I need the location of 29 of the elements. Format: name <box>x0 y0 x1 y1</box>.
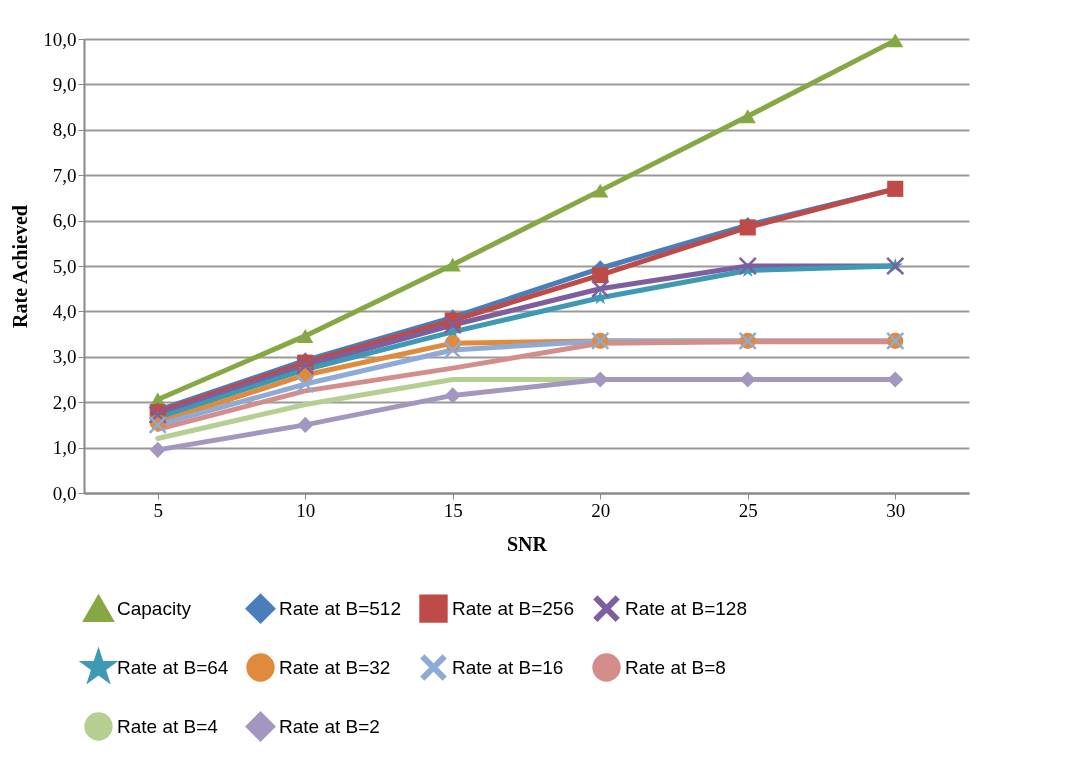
y-tick-label: 2,0 <box>52 391 77 413</box>
x-tick-label: 30 <box>886 499 906 521</box>
legend-label: Capacity <box>117 598 192 620</box>
legend-label: Rate at B=64 <box>117 656 229 678</box>
y-tick-label: 5,0 <box>52 255 77 277</box>
x-tick-label: 10 <box>296 499 316 521</box>
legend-label: Rate at B=4 <box>117 715 219 737</box>
x-tick-label: 15 <box>443 499 463 521</box>
legend-label: Rate at B=32 <box>279 656 391 678</box>
x-tick-label: 25 <box>738 499 758 521</box>
y-tick-label: 7,0 <box>52 164 77 186</box>
y-tick-label: 9,0 <box>52 73 77 95</box>
y-tick-label: 4,0 <box>52 300 77 322</box>
y-tick-label: 8,0 <box>52 119 77 141</box>
y-tick-label: 1,0 <box>52 437 77 459</box>
legend-label: Rate at B=8 <box>625 656 726 678</box>
legend-label: Rate at B=256 <box>452 597 575 619</box>
x-axis-title: SNR <box>506 532 548 555</box>
y-tick-label: 6,0 <box>52 210 77 232</box>
x-tick-label: 5 <box>153 499 163 521</box>
x-tick-label: 20 <box>591 499 611 521</box>
legend-label: Rate at B=128 <box>625 597 748 619</box>
legend-label: Rate at B=2 <box>279 715 380 737</box>
y-tick-label: 10,0 <box>43 28 77 50</box>
y-tick-label: 0,0 <box>52 482 77 504</box>
legend-label: Rate at B=512 <box>279 597 402 619</box>
legend-label: Rate at B=16 <box>452 656 564 678</box>
y-axis-title: Rate Achieved <box>9 205 32 328</box>
y-tick-label: 3,0 <box>52 346 77 368</box>
